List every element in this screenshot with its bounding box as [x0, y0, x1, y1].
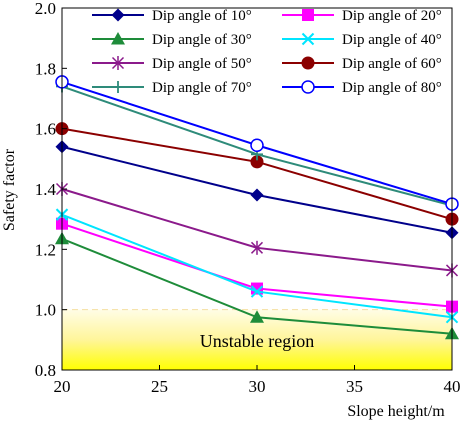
y-tick-label: 1.0	[35, 301, 56, 320]
x-tick-label: 25	[151, 377, 168, 396]
data-point	[250, 138, 264, 153]
legend-label: Dip angle of 80°	[342, 80, 442, 96]
series-6	[55, 122, 459, 226]
legend-label: Dip angle of 70°	[152, 80, 252, 96]
legend-label: Dip angle of 60°	[342, 56, 442, 72]
legend-item: Dip angle of 40°	[282, 32, 442, 48]
legend-marker	[302, 9, 314, 21]
data-point	[250, 188, 264, 202]
legend-marker	[111, 56, 125, 70]
legend-item: Dip angle of 70°	[92, 80, 252, 96]
y-tick-label: 2.0	[35, 0, 56, 18]
legend-item: Dip angle of 30°	[92, 32, 252, 48]
legend-marker	[111, 32, 125, 45]
legend-label: Dip angle of 40°	[342, 32, 442, 48]
x-tick-label: 30	[249, 377, 266, 396]
x-tick-label: 40	[444, 377, 461, 396]
series-layer	[55, 75, 459, 340]
legend-item: Dip angle of 60°	[282, 56, 442, 72]
y-tick-label: 1.4	[35, 180, 57, 199]
legend-item: Dip angle of 20°	[282, 8, 442, 24]
y-tick-label: 1.8	[35, 59, 56, 78]
unstable-region-label: Unstable region	[200, 331, 314, 351]
data-point	[250, 310, 264, 323]
y-axis-label: Safety factor	[1, 148, 18, 231]
series-2	[56, 217, 458, 313]
y-tick-label: 1.2	[35, 240, 56, 259]
y-tick-label: 1.6	[35, 120, 56, 139]
y-tick-label: 0.8	[35, 361, 56, 380]
legend-marker	[111, 8, 125, 22]
data-point	[250, 285, 264, 298]
legend-marker	[301, 80, 315, 94]
legend: Dip angle of 10° Dip angle of 20° Dip angl…	[92, 8, 442, 96]
series-4	[55, 208, 459, 324]
data-point	[250, 240, 264, 255]
axis-ticks: 20 25 30 35 40 0.8 1.0 1.2 1.4 1.6 1.8 2.0	[35, 0, 461, 396]
legend-item: Dip angle of 10°	[92, 8, 252, 24]
legend-label: Dip angle of 20°	[342, 8, 442, 24]
legend-marker	[301, 32, 315, 46]
series-3	[55, 231, 459, 340]
legend-item: Dip angle of 50°	[92, 56, 252, 72]
legend-label: Dip angle of 30°	[152, 32, 252, 48]
data-point	[250, 155, 264, 169]
legend-marker	[301, 56, 315, 70]
legend-item: Dip angle of 80°	[282, 80, 442, 96]
x-tick-label: 35	[346, 377, 363, 396]
x-tick-label: 20	[54, 377, 71, 396]
x-axis-label: Slope height/m	[347, 403, 445, 420]
legend-label: Dip angle of 10°	[152, 8, 252, 24]
legend-marker	[112, 81, 124, 93]
legend-label: Dip angle of 50°	[152, 56, 252, 72]
